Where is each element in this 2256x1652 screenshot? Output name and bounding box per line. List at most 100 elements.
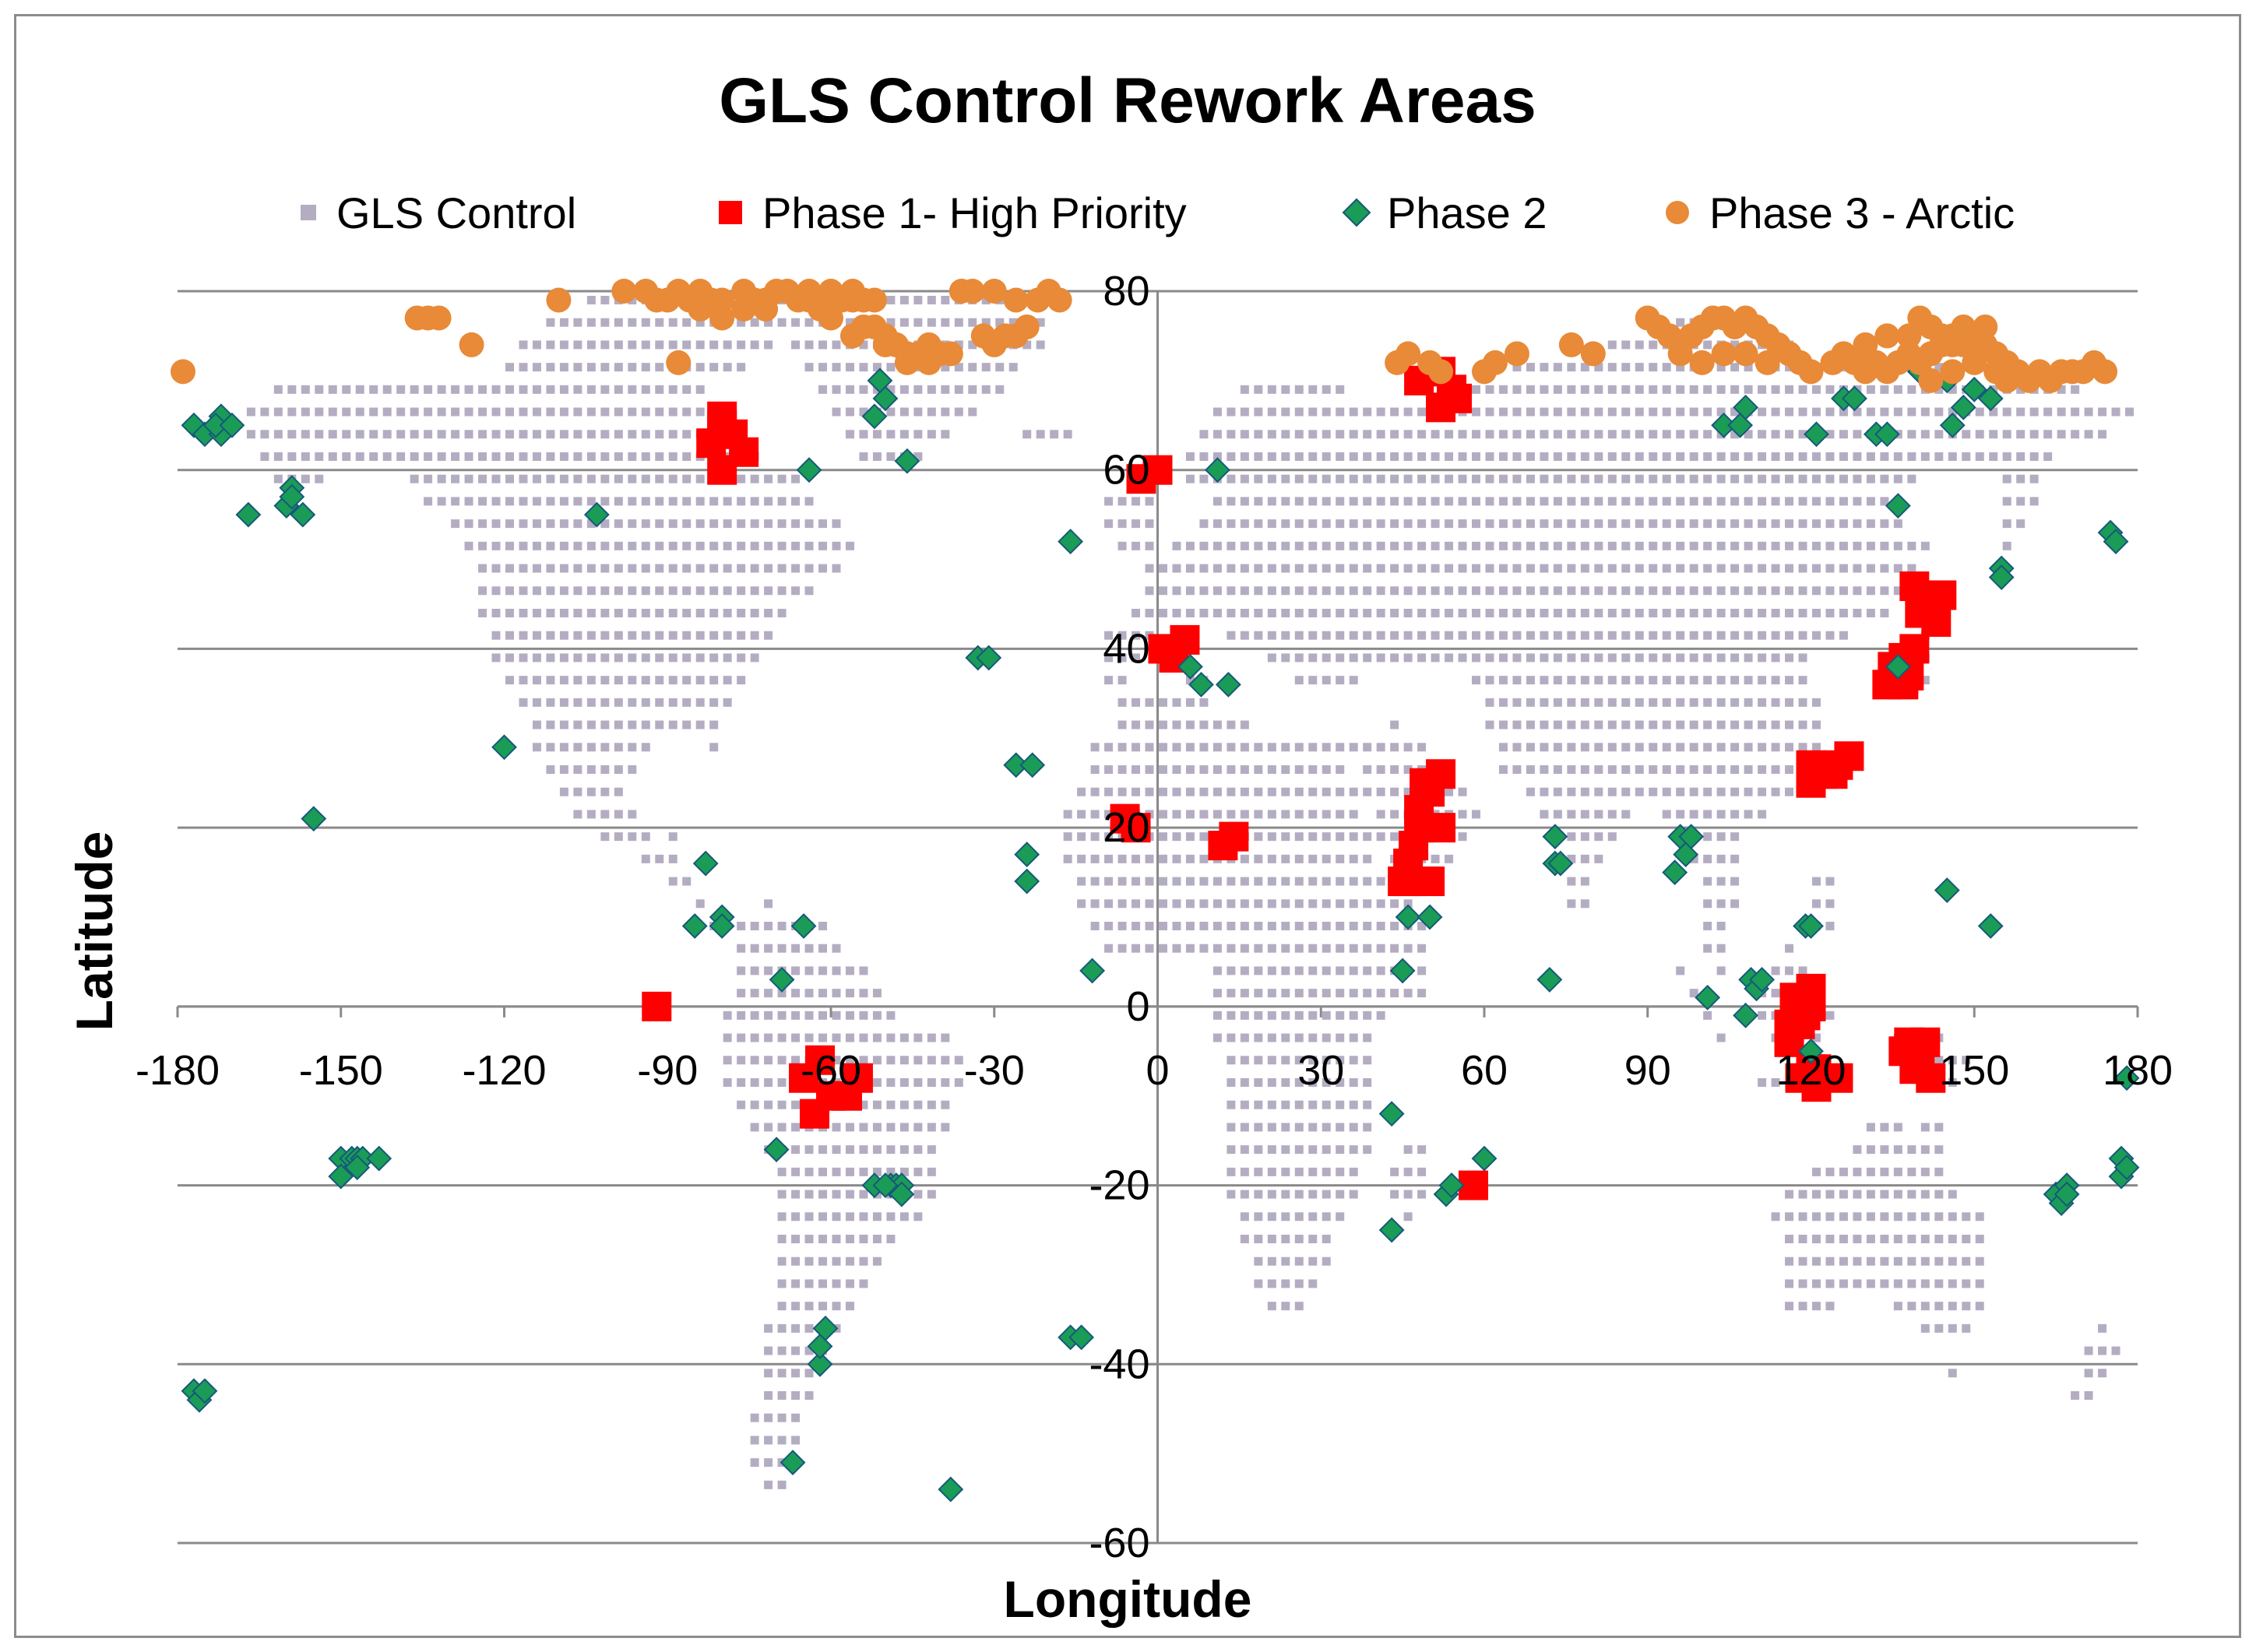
phase-2-point: [1733, 394, 1759, 420]
phase-1-point: [1388, 866, 1418, 897]
gls-control-point: [1785, 653, 1794, 663]
gls-control-point: [1649, 631, 1658, 640]
gls-control-point: [777, 1390, 787, 1400]
gls-control-point: [519, 519, 528, 529]
gls-control-point: [1730, 363, 1740, 372]
gls-control-point: [1336, 832, 1345, 842]
gls-control-point: [2043, 430, 2053, 439]
gls-control-point: [941, 1123, 950, 1132]
gls-control-point: [600, 698, 610, 707]
gls-control-point: [546, 564, 555, 573]
gls-control-point: [1294, 407, 1304, 417]
gls-control-point: [1880, 452, 1889, 461]
gls-control-point: [1254, 1190, 1263, 1199]
gls-control-point: [818, 966, 828, 975]
gls-control-point: [737, 921, 746, 930]
gls-control-point: [723, 363, 732, 372]
gls-control-point: [941, 1056, 950, 1065]
gls-control-point: [804, 1302, 814, 1311]
gls-control-point: [777, 586, 787, 596]
gls-control-point: [1907, 1167, 1916, 1176]
gls-control-point: [301, 407, 310, 417]
gls-control-point: [424, 407, 433, 417]
gls-control-point: [382, 430, 392, 439]
gls-control-point: [328, 385, 337, 394]
gls-control-point: [1662, 676, 1671, 685]
gls-control-point: [791, 519, 801, 529]
gls-control-point: [1621, 743, 1631, 752]
gls-control-point: [1227, 564, 1236, 573]
phase-3-point: [426, 305, 452, 331]
gls-control-point: [1512, 519, 1522, 529]
gls-control-point: [600, 541, 610, 550]
gls-control-point: [1172, 698, 1181, 707]
gls-control-point: [668, 720, 678, 729]
y-tick-label: 40: [1103, 625, 1149, 672]
gls-control-point: [1607, 430, 1617, 439]
gls-control-point: [1540, 676, 1549, 685]
gls-control-point: [559, 363, 568, 372]
gls-control-point: [1689, 564, 1698, 573]
gls-control-point: [1744, 608, 1753, 617]
gls-control-point: [1363, 989, 1372, 998]
phase-2-point: [1188, 671, 1214, 698]
gls-control-point: [791, 989, 801, 998]
gls-control-point: [1948, 1279, 1957, 1288]
gls-control-point: [750, 944, 759, 953]
gls-control-point: [382, 407, 392, 417]
gls-control-point: [1526, 586, 1535, 596]
gls-control-point: [1635, 340, 1644, 350]
gls-control-point: [1227, 474, 1236, 483]
gls-control-point: [1390, 743, 1399, 752]
gls-control-point: [886, 430, 896, 439]
gls-control-point: [1580, 653, 1589, 663]
gls-control-point: [1240, 541, 1249, 550]
gls-control-point: [1308, 1033, 1318, 1042]
gls-control-point: [1458, 497, 1467, 506]
gls-control-point: [1526, 676, 1535, 685]
gls-control-point: [832, 385, 841, 394]
gls-control-point: [1281, 452, 1290, 461]
gls-control-point: [1158, 810, 1167, 819]
gls-control-point: [1145, 519, 1154, 529]
gls-control-point: [764, 519, 773, 529]
gls-control-point: [1771, 764, 1780, 774]
gls-control-point: [1703, 899, 1712, 909]
gls-control-point: [1907, 1302, 1916, 1311]
gls-control-point: [1267, 541, 1276, 550]
gls-control-point: [1199, 519, 1209, 529]
gls-control-point: [1390, 407, 1399, 417]
gls-control-point: [1322, 1123, 1331, 1132]
gls-control-point: [1336, 1190, 1345, 1199]
gls-control-point: [1662, 407, 1671, 417]
orange-circle-marker-icon: [1666, 201, 1689, 224]
phase-2-point: [1988, 564, 2015, 590]
gls-control-point: [1785, 676, 1794, 685]
gls-control-point: [845, 541, 854, 550]
gls-control-point: [628, 764, 637, 774]
gls-control-point: [1227, 1145, 1236, 1155]
gls-control-point: [1758, 1077, 1767, 1087]
gls-control-point: [641, 452, 650, 461]
gls-control-point: [968, 318, 977, 327]
gls-control-point: [804, 318, 814, 327]
gls-control-point: [1635, 363, 1644, 372]
gls-control-point: [1336, 564, 1345, 573]
gls-control-point: [1008, 318, 1018, 327]
gls-control-point: [491, 407, 501, 417]
gls-control-point: [1716, 586, 1726, 596]
gls-control-point: [1553, 631, 1562, 640]
gls-control-point: [1336, 385, 1345, 394]
gls-control-point: [668, 608, 678, 617]
gls-control-point: [1240, 608, 1249, 617]
gls-control-point: [1893, 1234, 1902, 1243]
gls-control-point: [764, 340, 773, 350]
phase-3-point: [1940, 359, 1966, 385]
gls-control-point: [818, 1279, 828, 1288]
gls-control-point: [695, 586, 705, 596]
gls-control-point: [1077, 899, 1086, 909]
gls-control-point: [1989, 430, 1998, 439]
gls-control-point: [1376, 586, 1385, 596]
gls-control-point: [1294, 944, 1304, 953]
gls-control-point: [1431, 854, 1440, 863]
